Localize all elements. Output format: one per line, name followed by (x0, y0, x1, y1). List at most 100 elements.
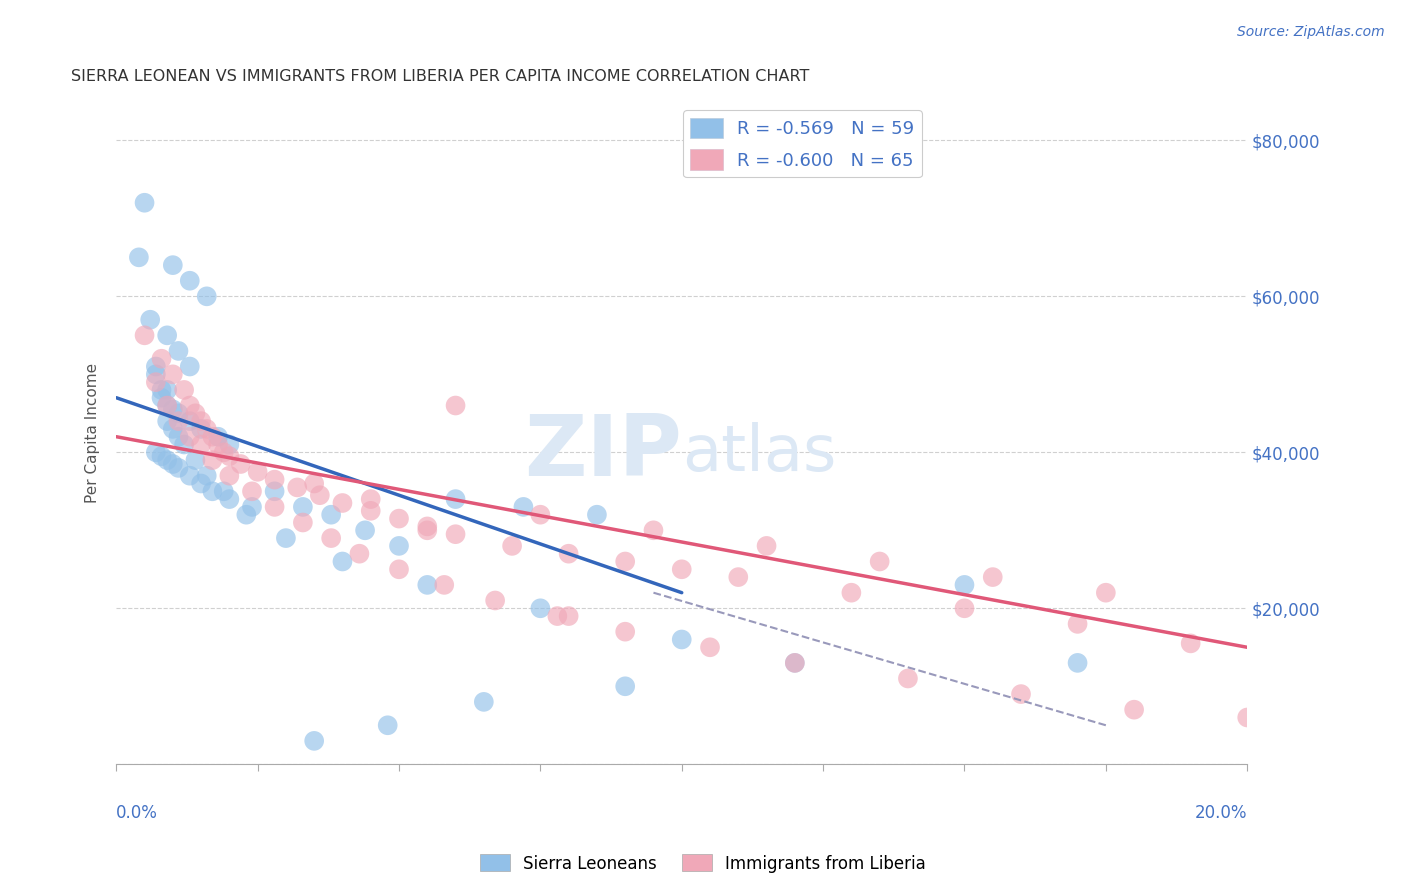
Point (263, 484, 285, 499)
Point (128, 250, 150, 264)
Point (953, 601, 976, 615)
Text: 20.0%: 20.0% (1195, 804, 1247, 822)
Point (156, 399, 179, 413)
Point (1180, 636, 1202, 650)
Point (167, 414, 190, 428)
Point (167, 461, 190, 475)
Point (145, 375, 167, 389)
Point (179, 359, 201, 374)
Point (179, 274, 201, 288)
Point (195, 289, 218, 303)
Point (291, 500, 314, 514)
Point (546, 609, 568, 624)
Point (218, 449, 240, 463)
Point (240, 484, 263, 499)
Point (671, 562, 693, 576)
Point (201, 430, 224, 444)
Point (207, 430, 229, 444)
Point (218, 437, 240, 451)
Point (201, 484, 224, 499)
Point (145, 359, 167, 374)
Point (201, 453, 224, 467)
Text: Source: ZipAtlas.com: Source: ZipAtlas.com (1237, 25, 1385, 39)
Point (167, 430, 190, 444)
Point (179, 468, 201, 483)
Point (179, 430, 201, 444)
Point (263, 473, 285, 487)
Point (512, 500, 534, 514)
Point (162, 402, 184, 417)
Point (195, 468, 218, 483)
Point (218, 468, 240, 483)
Y-axis label: Per Capita Income: Per Capita Income (86, 363, 100, 503)
Point (173, 437, 195, 451)
Point (246, 465, 269, 479)
Point (145, 368, 167, 382)
Point (179, 399, 201, 413)
Point (302, 734, 325, 748)
Point (207, 437, 229, 451)
Point (416, 519, 439, 533)
Point (416, 524, 439, 538)
Point (332, 554, 354, 568)
Point (190, 414, 212, 428)
Point (162, 258, 184, 272)
Point (184, 453, 207, 467)
Point (614, 679, 637, 693)
Point (162, 422, 184, 436)
Legend: Sierra Leoneans, Immigrants from Liberia: Sierra Leoneans, Immigrants from Liberia (474, 847, 932, 880)
Point (150, 391, 173, 405)
Point (388, 562, 411, 576)
Point (981, 570, 1004, 584)
Point (190, 476, 212, 491)
Point (1236, 710, 1258, 724)
Point (444, 399, 467, 413)
Point (134, 328, 156, 343)
Point (614, 554, 637, 568)
Point (162, 368, 184, 382)
Point (1066, 616, 1088, 631)
Point (586, 508, 609, 522)
Text: atlas: atlas (682, 422, 837, 483)
Point (529, 601, 551, 615)
Point (360, 504, 382, 518)
Point (444, 527, 467, 541)
Point (529, 508, 551, 522)
Point (156, 453, 179, 467)
Point (156, 399, 179, 413)
Point (388, 539, 411, 553)
Point (263, 500, 285, 514)
Point (444, 492, 467, 507)
Point (190, 437, 212, 451)
Point (156, 414, 179, 428)
Point (285, 480, 308, 494)
Point (212, 445, 235, 459)
Point (218, 492, 240, 507)
Point (150, 383, 173, 397)
Point (139, 312, 162, 326)
Point (841, 585, 863, 599)
Point (643, 524, 665, 538)
Point (699, 640, 721, 655)
Point (416, 578, 439, 592)
Point (1066, 656, 1088, 670)
Point (557, 609, 579, 624)
Point (354, 524, 377, 538)
Legend: R = -0.569   N = 59, R = -0.600   N = 65: R = -0.569 N = 59, R = -0.600 N = 65 (683, 111, 921, 178)
Point (173, 383, 195, 397)
Point (472, 695, 495, 709)
Point (167, 343, 190, 358)
Point (195, 422, 218, 436)
Point (150, 449, 173, 463)
Point (190, 422, 212, 436)
Point (150, 351, 173, 366)
Point (302, 476, 325, 491)
Point (727, 570, 749, 584)
Point (184, 406, 207, 420)
Point (1010, 687, 1032, 701)
Point (240, 500, 263, 514)
Point (614, 624, 637, 639)
Text: ZIP: ZIP (524, 411, 682, 494)
Point (229, 457, 252, 471)
Point (349, 547, 371, 561)
